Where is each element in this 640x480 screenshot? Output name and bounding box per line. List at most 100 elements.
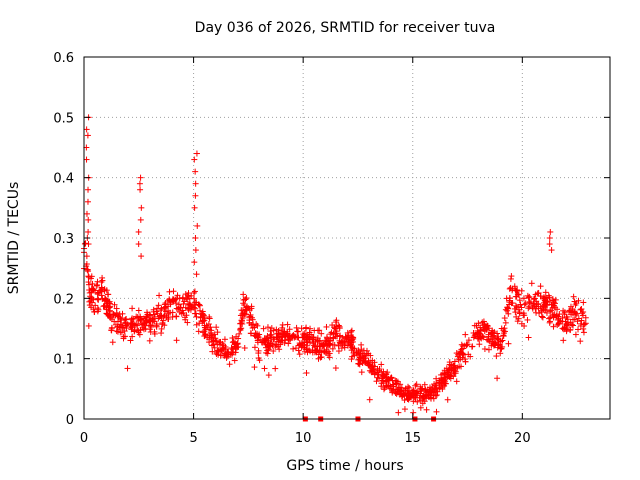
data-point	[240, 312, 247, 319]
data-point	[450, 373, 457, 380]
data-point	[214, 329, 221, 336]
data-point	[224, 349, 231, 356]
data-point	[555, 320, 562, 327]
data-point	[89, 280, 96, 287]
data-point	[432, 392, 439, 399]
data-point	[323, 334, 330, 341]
data-point	[475, 335, 482, 342]
data-point	[348, 327, 355, 334]
data-point	[135, 228, 142, 235]
data-point	[200, 311, 207, 318]
data-point	[385, 377, 392, 384]
data-point	[320, 341, 327, 348]
data-point	[427, 384, 434, 391]
data-point	[148, 315, 155, 322]
data-point	[83, 156, 90, 163]
data-point	[209, 334, 216, 341]
data-point	[505, 340, 512, 347]
data-point	[238, 325, 245, 332]
data-point	[513, 287, 520, 294]
data-point	[515, 291, 522, 298]
data-point	[392, 377, 399, 384]
data-point	[502, 319, 509, 326]
data-point	[192, 235, 199, 241]
data-point	[528, 280, 535, 287]
data-point	[139, 321, 146, 328]
data-point	[554, 322, 561, 329]
data-point	[170, 288, 177, 295]
data-point	[206, 339, 213, 346]
data-point	[580, 325, 587, 332]
data-point	[221, 336, 228, 343]
data-point	[82, 240, 89, 247]
data-point	[254, 322, 261, 329]
data-point	[375, 371, 382, 378]
data-point	[534, 290, 541, 297]
data-point	[220, 342, 227, 349]
data-point	[497, 350, 504, 357]
data-point	[527, 300, 534, 307]
data-point	[127, 337, 134, 344]
x-tick-label: 15	[404, 431, 421, 446]
data-point	[306, 339, 313, 346]
data-point	[93, 282, 100, 289]
data-point	[201, 324, 208, 331]
data-point	[318, 354, 325, 361]
data-point	[85, 228, 92, 235]
data-point	[351, 352, 358, 359]
data-point	[191, 259, 198, 266]
data-point	[84, 198, 91, 205]
data-point	[504, 305, 511, 312]
data-point	[366, 396, 373, 403]
data-point	[140, 315, 147, 322]
data-point	[284, 321, 291, 328]
data-point	[268, 340, 275, 347]
data-point	[365, 360, 372, 367]
data-point	[241, 344, 248, 351]
data-point	[578, 305, 585, 312]
data-point	[469, 343, 476, 350]
data-point	[404, 395, 411, 402]
data-point	[499, 343, 506, 350]
x-tick-label: 0	[80, 431, 88, 446]
data-point	[153, 308, 160, 315]
data-point	[423, 406, 430, 413]
data-point	[229, 335, 236, 342]
data-point	[515, 306, 522, 313]
data-point	[570, 316, 577, 323]
data-point	[267, 343, 274, 350]
data-point	[563, 313, 570, 320]
data-point	[265, 346, 272, 353]
data-point	[90, 306, 97, 313]
data-point	[135, 329, 142, 336]
data-point	[542, 307, 549, 314]
data-point	[85, 281, 92, 288]
data-point	[184, 296, 191, 303]
data-point	[303, 336, 310, 343]
data-point	[577, 338, 584, 345]
data-point	[251, 344, 258, 351]
data-point	[184, 305, 191, 312]
data-point	[534, 301, 541, 308]
data-point	[278, 334, 285, 341]
data-point	[521, 323, 528, 330]
data-point	[151, 330, 158, 337]
data-point	[355, 347, 362, 354]
data-point	[202, 331, 209, 338]
data-point	[570, 322, 577, 329]
data-point	[552, 296, 559, 303]
data-point	[257, 336, 264, 343]
data-point	[413, 390, 420, 397]
data-point	[191, 156, 198, 163]
data-point	[516, 297, 523, 304]
data-point	[121, 328, 128, 335]
data-point	[437, 382, 444, 389]
y-tick-label: 0.3	[53, 232, 74, 247]
data-point	[124, 365, 131, 372]
data-point	[142, 318, 149, 325]
data-point	[209, 348, 216, 355]
data-point	[205, 321, 212, 328]
data-point	[90, 296, 97, 303]
data-point	[580, 329, 587, 336]
